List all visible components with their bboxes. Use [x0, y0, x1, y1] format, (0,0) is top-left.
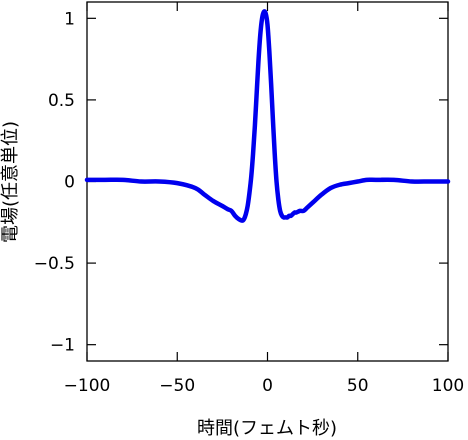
- x-axis-label: 時間(フェムト秒): [197, 418, 337, 439]
- x-tick-label: 50: [347, 376, 369, 396]
- y-tick-label: 1: [64, 9, 75, 29]
- x-tick-label: −100: [64, 376, 111, 396]
- y-tick-label: 0.5: [48, 91, 75, 111]
- x-tick-label: 0: [262, 376, 273, 396]
- x-tick-group: −100 −50 0 50 100: [64, 2, 464, 396]
- series-line: [84, 9, 451, 223]
- y-tick-group: −1 −0.5 0 0.5 1: [34, 9, 448, 356]
- y-tick-label: 0: [64, 173, 75, 193]
- x-tick-label: 100: [432, 376, 464, 396]
- y-axis-label: 電場(任意単位): [0, 121, 21, 243]
- x-tick-label: −50: [159, 376, 195, 396]
- series-layer: [84, 9, 451, 223]
- y-tick-label: −0.5: [34, 254, 75, 274]
- y-tick-label: −1: [50, 336, 75, 356]
